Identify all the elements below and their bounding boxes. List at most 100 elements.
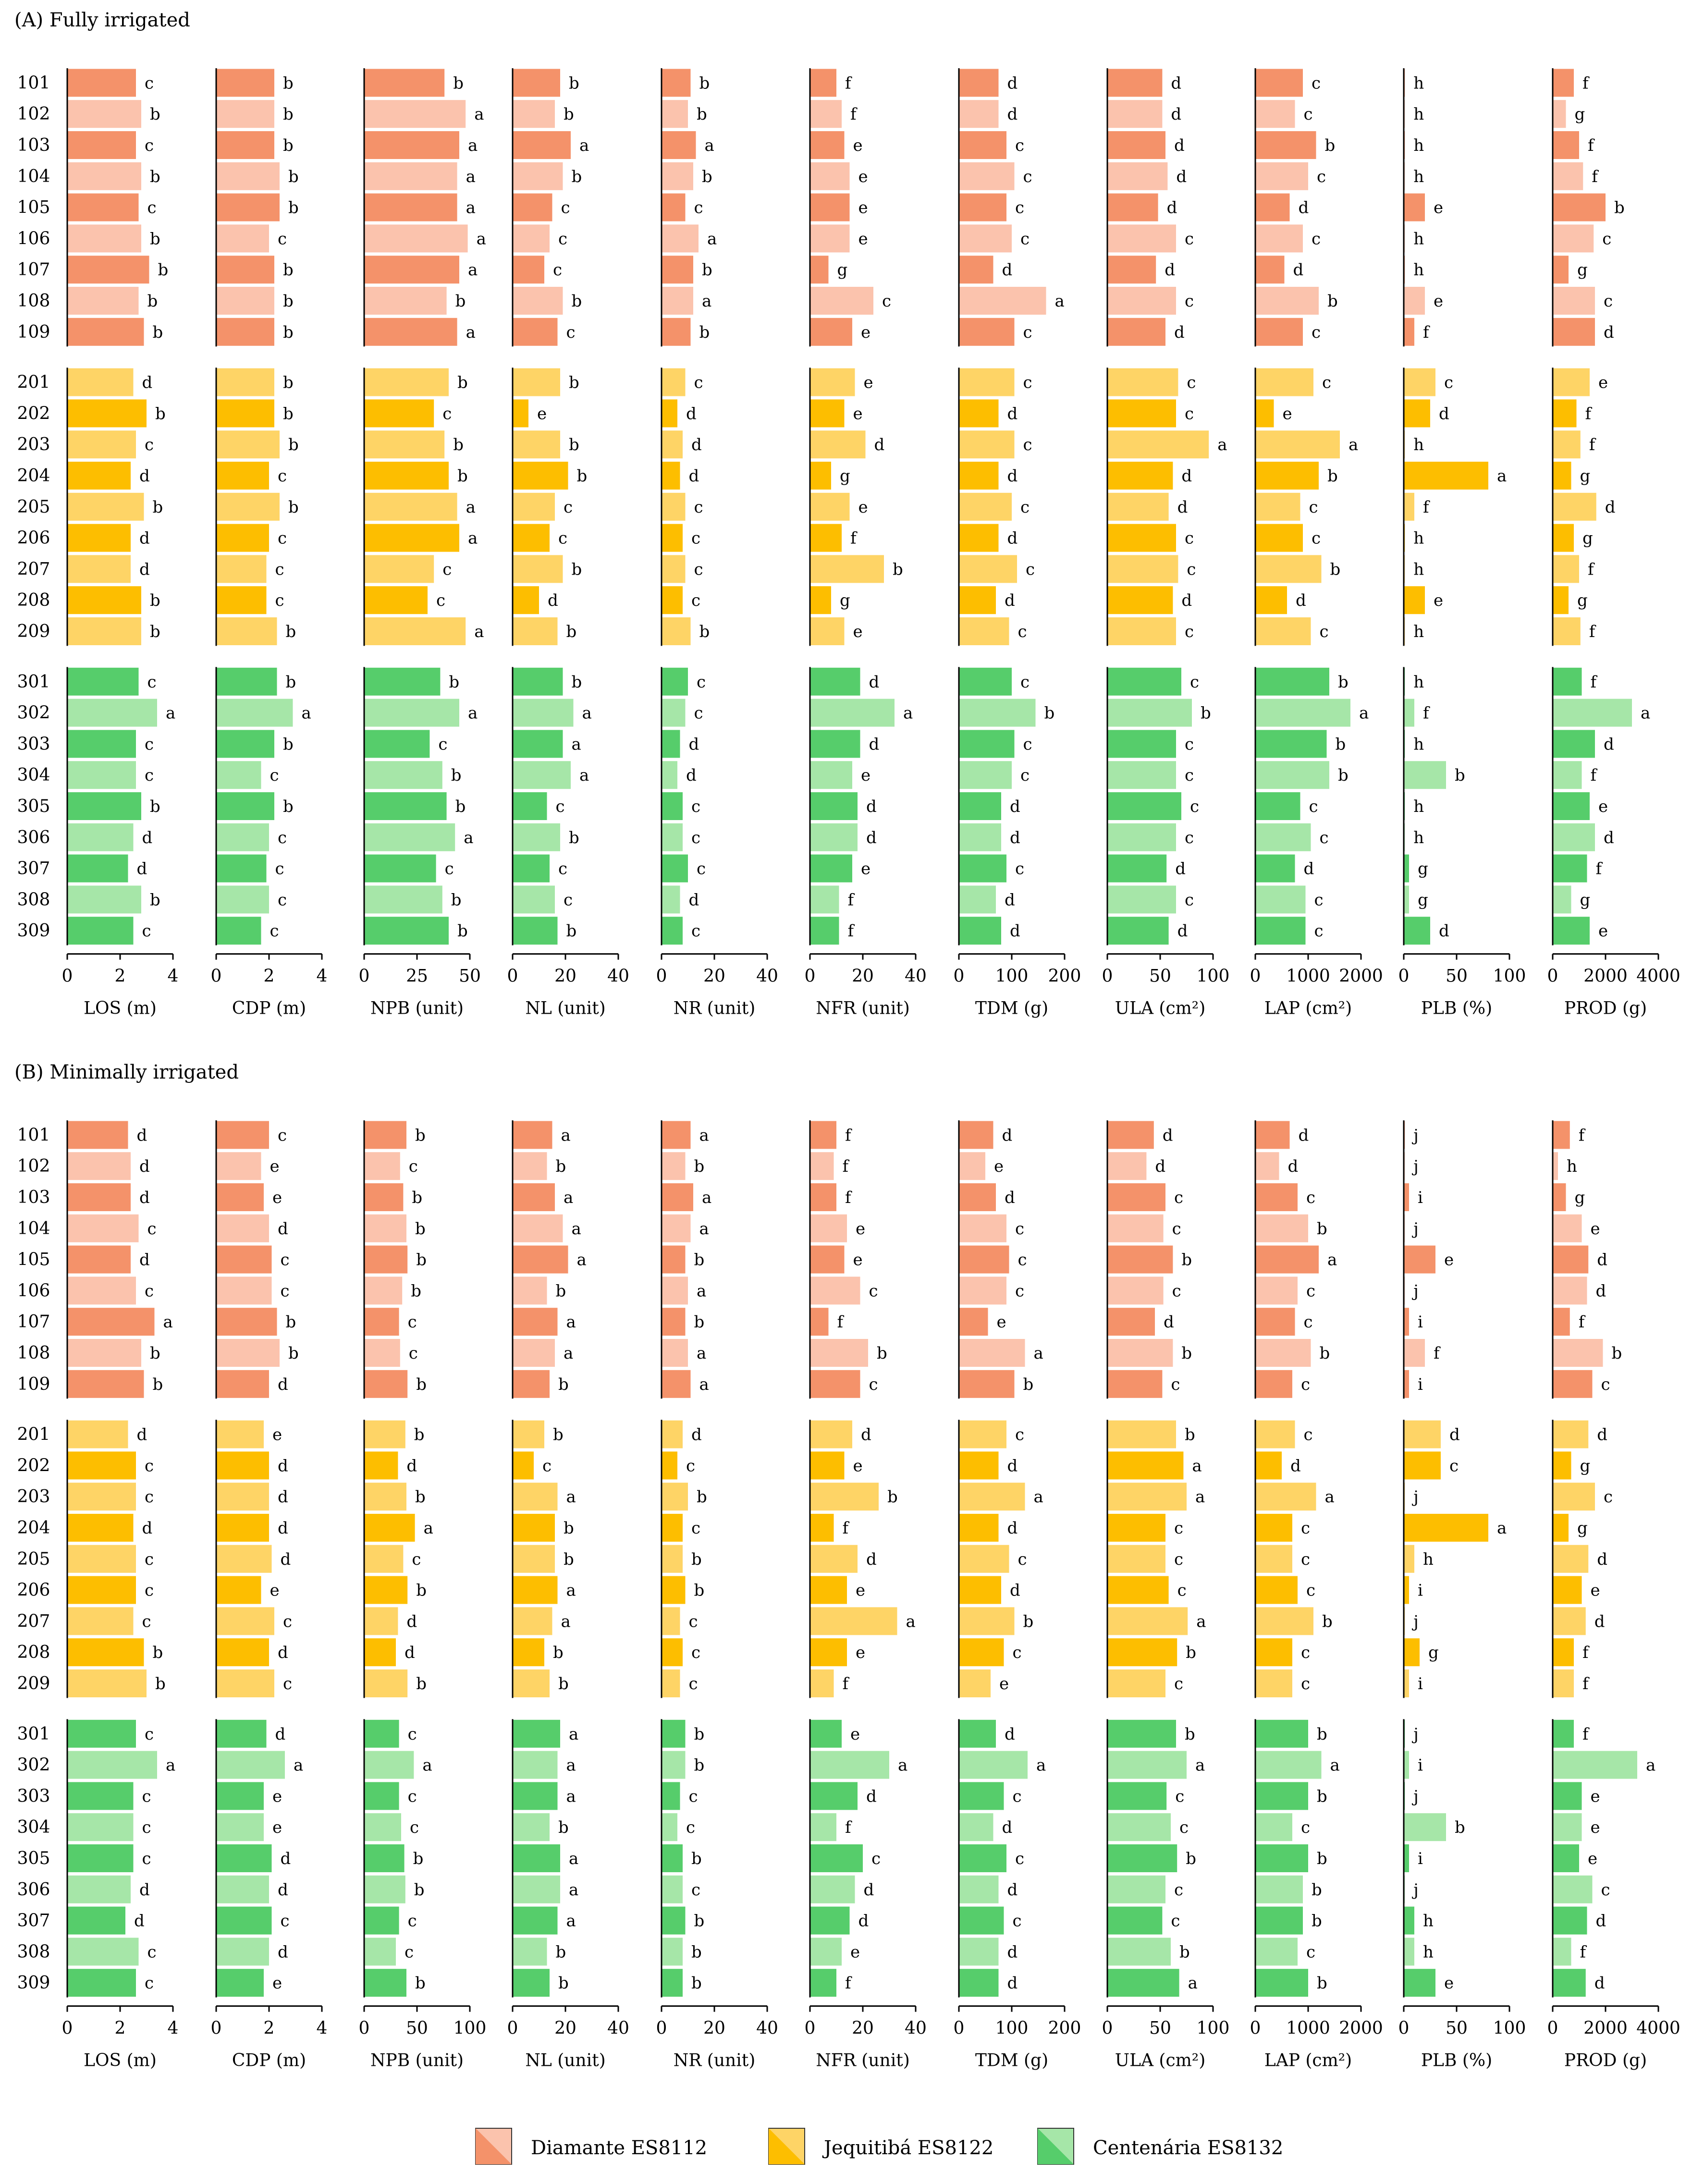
- significance-letter: e: [997, 1313, 1006, 1332]
- bar: [959, 1844, 1006, 1872]
- bar: [810, 1183, 836, 1211]
- bar: [1553, 256, 1569, 284]
- significance-letter: c: [275, 560, 284, 579]
- bar: [364, 1844, 405, 1872]
- bar: [364, 1483, 406, 1511]
- bar: [364, 1969, 406, 1997]
- x-tick-label: 50: [1149, 2019, 1171, 2038]
- significance-letter: a: [1034, 1487, 1043, 1507]
- significance-letter: d: [691, 1425, 702, 1445]
- significance-letter: c: [145, 74, 154, 93]
- significance-letter: j: [1411, 1725, 1419, 1744]
- bar: [1553, 1751, 1637, 1779]
- significance-letter: b: [1317, 1849, 1327, 1868]
- bar: [1553, 761, 1582, 789]
- bar: [513, 1152, 547, 1180]
- bar: [513, 1420, 544, 1448]
- bar: [67, 1152, 131, 1180]
- bar: [67, 1638, 144, 1667]
- significance-letter: e: [1591, 1818, 1600, 1837]
- bar: [1107, 1339, 1173, 1367]
- significance-letter: b: [453, 74, 464, 93]
- bar: [67, 287, 139, 315]
- bar: [1255, 1183, 1298, 1211]
- bar: [959, 256, 993, 284]
- row-label: 304: [17, 1817, 50, 1837]
- significance-letter: c: [408, 1725, 417, 1744]
- bar: [364, 823, 455, 851]
- significance-letter: d: [1596, 1912, 1606, 1931]
- x-tick-label: 0: [359, 2019, 370, 2038]
- bar: [216, 193, 280, 221]
- significance-letter: c: [1015, 1425, 1024, 1445]
- bar: [364, 1276, 403, 1305]
- bar: [810, 131, 845, 159]
- significance-letter: d: [275, 1725, 286, 1744]
- bar: [959, 368, 1015, 396]
- bar: [216, 823, 269, 851]
- bar: [662, 1938, 683, 1966]
- section-title: (A) Fully irrigated: [14, 9, 190, 31]
- bar: [662, 399, 677, 428]
- significance-letter: b: [283, 260, 294, 280]
- bar: [513, 667, 563, 696]
- bar: [216, 1483, 269, 1511]
- significance-letter: a: [468, 529, 478, 548]
- bar: [67, 524, 131, 552]
- bar: [1404, 917, 1430, 945]
- significance-letter: d: [1002, 1818, 1013, 1837]
- bar: [67, 885, 141, 914]
- bar: [364, 1813, 401, 1841]
- significance-letter: d: [1007, 1942, 1018, 1962]
- bar: [67, 917, 134, 945]
- significance-letter: i: [1418, 1375, 1423, 1394]
- bar: [1553, 100, 1566, 128]
- significance-letter: c: [1301, 1375, 1310, 1394]
- bar: [810, 555, 884, 583]
- bar: [1255, 492, 1300, 521]
- chart-figure: (A) Fully irrigated 101 102 103 104 105 106 107…: [14, 9, 1680, 2071]
- bar: [513, 823, 560, 851]
- bar: [1553, 318, 1595, 346]
- bar: [1404, 462, 1488, 490]
- bar: [810, 1121, 836, 1149]
- significance-letter: c: [1174, 1188, 1183, 1207]
- significance-letter: b: [1023, 1612, 1034, 1631]
- significance-letter: c: [689, 1612, 698, 1631]
- significance-letter: f: [1580, 1942, 1587, 1962]
- significance-letter: e: [853, 622, 863, 641]
- significance-letter: c: [1177, 1581, 1187, 1600]
- bar: [662, 792, 683, 820]
- bar: [513, 1638, 544, 1667]
- bar: [1107, 368, 1178, 396]
- row-label: 104: [17, 1219, 50, 1239]
- bar: [1404, 1751, 1409, 1779]
- significance-letter: a: [1034, 1344, 1043, 1363]
- significance-letter: b: [286, 622, 296, 641]
- significance-letter: e: [272, 1188, 282, 1207]
- x-tick-label: 0: [1102, 967, 1113, 986]
- x-tick-label: 2000: [1339, 2019, 1383, 2038]
- significance-letter: b: [415, 1974, 426, 1993]
- significance-letter: c: [561, 198, 570, 218]
- significance-letter: a: [163, 1313, 173, 1332]
- significance-letter: c: [691, 529, 700, 548]
- bar: [1553, 885, 1571, 914]
- bar: [67, 430, 136, 459]
- bar: [513, 1183, 555, 1211]
- bar: [67, 667, 139, 696]
- row-label: 204: [17, 1518, 50, 1538]
- significance-letter: d: [1164, 1313, 1174, 1332]
- bar: [1553, 1938, 1571, 1966]
- significance-letter: b: [1330, 560, 1341, 579]
- bar: [662, 69, 691, 97]
- bar: [810, 617, 845, 645]
- x-tick-label: 40: [756, 967, 778, 986]
- x-tick-label: 0: [656, 2019, 667, 2038]
- bar: [1553, 1844, 1579, 1872]
- bar: [513, 1576, 558, 1604]
- significance-letter: c: [566, 323, 576, 342]
- legend-label-jequitiba: Jequitibá ES8122: [822, 2137, 993, 2159]
- significance-letter: b: [283, 404, 294, 423]
